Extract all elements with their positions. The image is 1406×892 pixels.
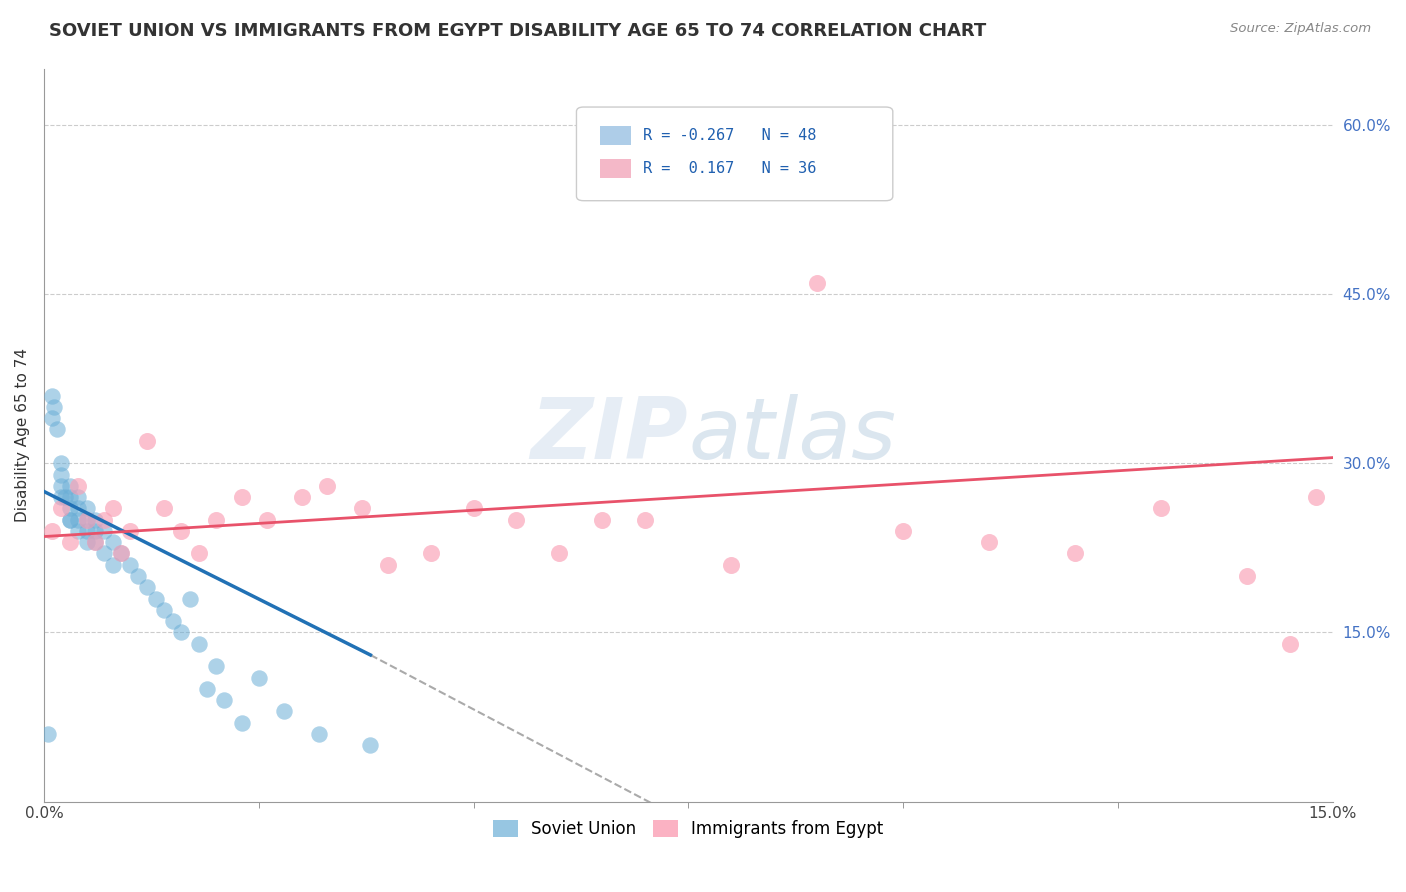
Point bbox=[59, 513, 82, 527]
Point bbox=[350, 501, 373, 516]
Point bbox=[187, 637, 209, 651]
Point bbox=[247, 671, 270, 685]
Point bbox=[359, 738, 381, 752]
Point bbox=[1305, 490, 1327, 504]
Point bbox=[118, 558, 141, 572]
Point bbox=[720, 558, 742, 572]
Point bbox=[84, 535, 107, 549]
Point bbox=[84, 513, 107, 527]
Point bbox=[76, 513, 98, 527]
Point bbox=[136, 434, 159, 448]
Point bbox=[93, 546, 115, 560]
Text: R =  0.167   N = 36: R = 0.167 N = 36 bbox=[643, 161, 815, 176]
Point bbox=[84, 535, 107, 549]
Point bbox=[76, 535, 98, 549]
Point bbox=[419, 546, 441, 560]
Point bbox=[162, 614, 184, 628]
Point bbox=[187, 546, 209, 560]
Point bbox=[1064, 546, 1087, 560]
Point bbox=[153, 603, 176, 617]
Point bbox=[37, 727, 59, 741]
Point bbox=[377, 558, 399, 572]
Point bbox=[49, 479, 72, 493]
Point bbox=[44, 400, 66, 414]
Point bbox=[463, 501, 485, 516]
Point bbox=[101, 558, 124, 572]
Text: ZIP: ZIP bbox=[530, 393, 689, 476]
Point bbox=[59, 513, 82, 527]
Point bbox=[806, 276, 828, 290]
Point bbox=[505, 513, 527, 527]
Point bbox=[67, 479, 90, 493]
Point bbox=[49, 501, 72, 516]
Point bbox=[41, 388, 63, 402]
Point bbox=[45, 422, 67, 436]
Point bbox=[49, 467, 72, 482]
Point bbox=[231, 715, 253, 730]
Point bbox=[170, 524, 193, 538]
Point bbox=[41, 411, 63, 425]
Point bbox=[1150, 501, 1173, 516]
Point bbox=[316, 479, 339, 493]
Point bbox=[127, 569, 149, 583]
Point bbox=[179, 591, 201, 606]
Point bbox=[891, 524, 914, 538]
Point bbox=[67, 501, 90, 516]
Point bbox=[59, 501, 82, 516]
Point bbox=[101, 501, 124, 516]
Point bbox=[41, 524, 63, 538]
Point bbox=[153, 501, 176, 516]
Point bbox=[76, 524, 98, 538]
Point bbox=[110, 546, 132, 560]
Point bbox=[118, 524, 141, 538]
Point bbox=[170, 625, 193, 640]
Text: atlas: atlas bbox=[689, 393, 897, 476]
Point bbox=[93, 513, 115, 527]
Text: Source: ZipAtlas.com: Source: ZipAtlas.com bbox=[1230, 22, 1371, 36]
Point bbox=[110, 546, 132, 560]
Point bbox=[1278, 637, 1301, 651]
Text: R = -0.267   N = 48: R = -0.267 N = 48 bbox=[643, 128, 815, 143]
Point bbox=[308, 727, 330, 741]
Point bbox=[59, 479, 82, 493]
Point bbox=[977, 535, 1000, 549]
Point bbox=[273, 704, 295, 718]
Point bbox=[204, 513, 226, 527]
Point bbox=[1236, 569, 1258, 583]
Point bbox=[204, 659, 226, 673]
Point bbox=[591, 513, 613, 527]
Point bbox=[195, 681, 218, 696]
Point bbox=[231, 490, 253, 504]
Point bbox=[84, 524, 107, 538]
Point bbox=[145, 591, 167, 606]
Point bbox=[136, 580, 159, 594]
Y-axis label: Disability Age 65 to 74: Disability Age 65 to 74 bbox=[15, 348, 30, 522]
Point bbox=[49, 456, 72, 470]
Point bbox=[59, 535, 82, 549]
Point bbox=[67, 524, 90, 538]
Point bbox=[59, 490, 82, 504]
Point bbox=[53, 490, 76, 504]
Text: SOVIET UNION VS IMMIGRANTS FROM EGYPT DISABILITY AGE 65 TO 74 CORRELATION CHART: SOVIET UNION VS IMMIGRANTS FROM EGYPT DI… bbox=[49, 22, 987, 40]
Point bbox=[256, 513, 278, 527]
Point bbox=[76, 513, 98, 527]
Point bbox=[634, 513, 657, 527]
Point bbox=[101, 535, 124, 549]
Point bbox=[67, 490, 90, 504]
Point bbox=[49, 490, 72, 504]
Point bbox=[291, 490, 314, 504]
Point bbox=[76, 501, 98, 516]
Legend: Soviet Union, Immigrants from Egypt: Soviet Union, Immigrants from Egypt bbox=[486, 813, 890, 845]
Point bbox=[548, 546, 571, 560]
Point bbox=[93, 524, 115, 538]
Point bbox=[214, 693, 236, 707]
Point bbox=[67, 513, 90, 527]
